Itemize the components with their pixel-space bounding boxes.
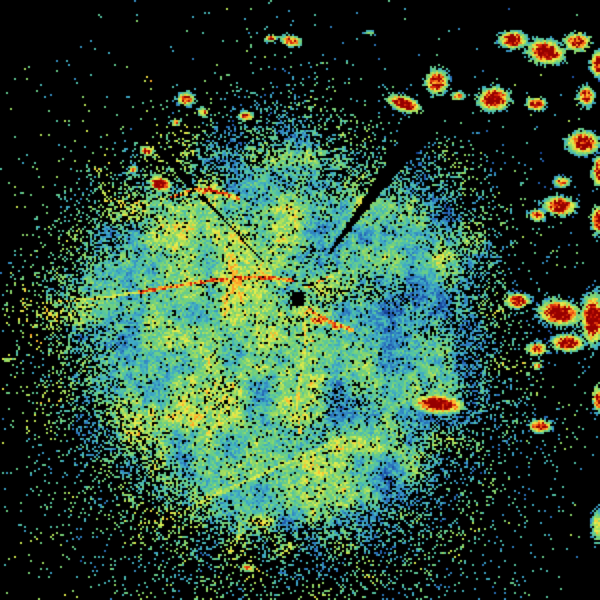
radar-display (0, 0, 600, 600)
screen: { "image": { "kind": "weather-radar-comp… (0, 0, 600, 600)
radar-image-canvas (0, 0, 600, 600)
